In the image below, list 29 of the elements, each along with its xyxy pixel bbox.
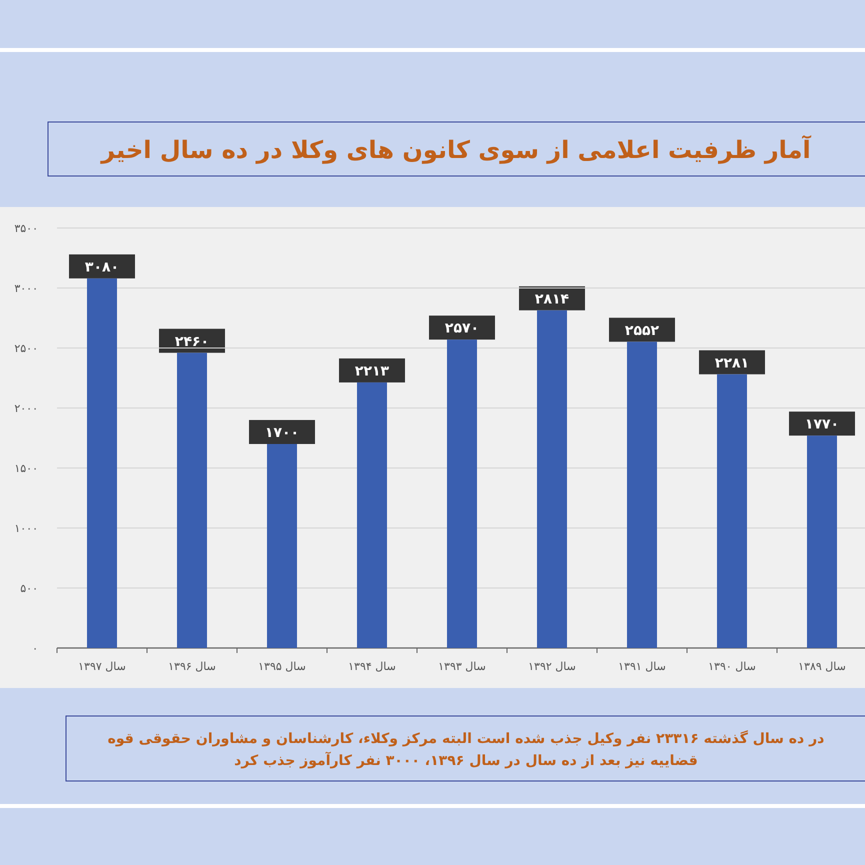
text: قضاییه نیز بعد از ده سال در سال ۱۳۹۶، ۳۰۰۰ نفر کارآموز جذب کرد (234, 751, 698, 769)
y-tick-label: ۰ (32, 642, 38, 655)
data-label: ۲۵۷۰ (444, 320, 480, 337)
y-tick-label: ۳۵۰۰ (14, 222, 38, 235)
x-tick-label: سال ۱۳۹۵ (258, 660, 306, 673)
y-tick-label: ۵۰۰ (20, 582, 38, 595)
x-tick-label: سال ۱۳۹۰ (708, 660, 756, 673)
y-tick-label: ۱۰۰۰ (14, 522, 38, 535)
x-tick-label: سال ۱۳۹۴ (348, 660, 396, 673)
y-tick-label: ۱۵۰۰ (14, 462, 38, 475)
x-tick-label: سال ۱۳۹۷ (78, 660, 126, 673)
data-label: ۱۷۰۰ (264, 425, 300, 441)
y-tick-label: ۲۵۰۰ (14, 342, 38, 355)
chart-title: آمار ظرفیت اعلامی از سوی کانون های وکلا در ده سال اخیر (100, 135, 812, 164)
data-label: ۲۲۱۳ (354, 363, 390, 380)
data-label: ۲۸۱۴ (534, 291, 570, 308)
y-tick-label: ۳۰۰۰ (14, 282, 38, 295)
text: در ده سال گذشته ۲۳۳۱۶ نفر وکیل جذب شده است البته مرکز وکلاء، کارشناسان و مشاوران حقوقی قوه (108, 730, 824, 747)
data-label: ۱۷۷۰ (804, 416, 840, 433)
x-tick-label: سال ۱۳۸۹ (798, 660, 846, 673)
data-label: ۲۴۶۰ (174, 334, 210, 350)
x-tick-label: سال ۱۳۹۲ (528, 660, 576, 673)
y-tick-label: ۲۰۰۰ (14, 402, 38, 415)
data-label: ۲۵۵۲ (624, 322, 660, 339)
x-tick-label: سال ۱۳۹۱ (618, 660, 666, 673)
x-tick-label: سال ۱۳۹۳ (438, 660, 486, 673)
x-tick-label: سال ۱۳۹۶ (168, 660, 216, 673)
data-label: ۳۰۸۰ (84, 259, 120, 276)
data-label: ۲۲۸۱ (714, 355, 750, 372)
